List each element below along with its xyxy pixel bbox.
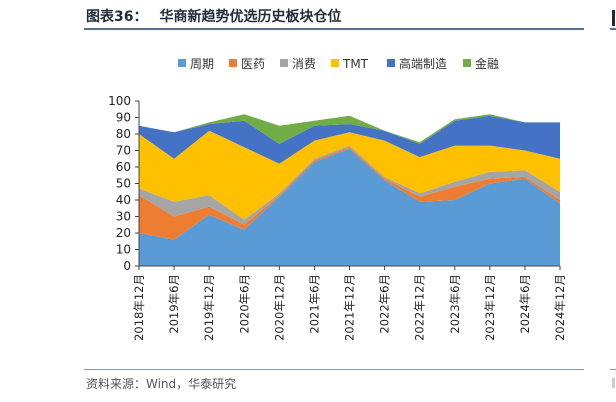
x-tick-label: 2022年6月 (378, 274, 392, 334)
area-series-5 (139, 115, 560, 164)
y-tick-label: 10 (116, 243, 131, 257)
y-tick-label: 100 (108, 94, 131, 108)
y-tick-label: 40 (116, 193, 131, 207)
source-note: 资料来源：Wind，华泰研究 (86, 377, 237, 391)
x-tick-label: 2020年12月 (272, 274, 286, 341)
y-tick-label: 30 (116, 210, 131, 224)
x-tick-label: 2023年6月 (448, 274, 462, 334)
figure-number: 图表36： (86, 9, 148, 25)
y-tick-label: 20 (116, 226, 131, 240)
legend-swatch-3 (280, 59, 288, 67)
y-tick-label: 60 (116, 160, 131, 174)
legend-label-6: 金融 (475, 56, 499, 71)
legend-swatch-2 (229, 59, 237, 67)
x-tick-label: 2024年12月 (553, 274, 567, 341)
adjacent-figure-edge (610, 0, 616, 402)
x-tick-label: 2018年12月 (132, 274, 146, 341)
y-tick-label: 0 (123, 259, 131, 273)
x-tick-label: 2020年6月 (237, 274, 251, 334)
area-series-6 (139, 114, 560, 144)
area-series-4 (139, 130, 560, 220)
y-tick-label: 90 (116, 111, 131, 125)
x-tick-label: 2023年12月 (483, 274, 497, 341)
x-tick-label: 2019年12月 (202, 274, 216, 341)
area-series-1 (139, 148, 560, 266)
legend-swatch-5 (387, 59, 395, 67)
figure-title: 图表36： 华商新趋势优选历史板块仓位 (86, 6, 341, 26)
figure-title-text: 华商新趋势优选历史板块仓位 (159, 9, 342, 25)
legend-swatch-1 (178, 59, 186, 67)
legend-label-1: 周期 (190, 57, 214, 71)
legend-label-4: TMT (342, 57, 369, 71)
legend-label-3: 消费 (292, 57, 316, 71)
x-tick-label: 2021年6月 (307, 274, 321, 334)
area-series-2 (139, 147, 560, 240)
legend-swatch-6 (463, 59, 471, 67)
legend-label-5: 高端制造 (399, 56, 447, 71)
legend-swatch-4 (331, 59, 339, 67)
legend-label-2: 医药 (241, 57, 265, 71)
x-tick-label: 2019年6月 (167, 274, 181, 334)
x-tick-label: 2021年12月 (343, 274, 357, 341)
x-tick-label: 2024年6月 (518, 274, 532, 334)
x-tick-label: 2022年12月 (413, 274, 427, 341)
footer-rule (84, 369, 584, 370)
y-tick-label: 50 (116, 177, 131, 191)
y-tick-label: 70 (116, 144, 131, 158)
y-tick-label: 80 (116, 127, 131, 141)
title-rule (84, 28, 584, 30)
